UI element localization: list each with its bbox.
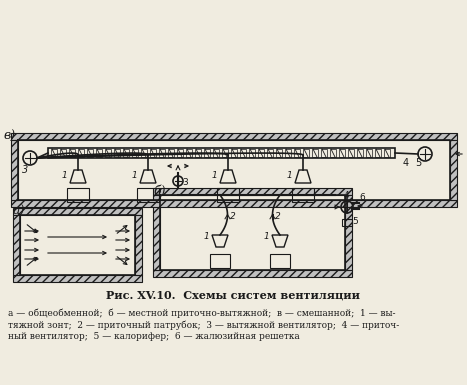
Bar <box>321 149 327 157</box>
Text: ный вентилятор;  5 — калорифер;  6 — жалюзийная решетка: ный вентилятор; 5 — калорифер; 6 — жалюз… <box>8 332 300 341</box>
Bar <box>267 149 273 157</box>
Text: 4: 4 <box>403 158 409 168</box>
Text: тяжной зонт;  2 — приточный патрубок;  3 — вытяжной вентилятор;  4 — приточ-: тяжной зонт; 2 — приточный патрубок; 3 —… <box>8 320 399 330</box>
Polygon shape <box>13 275 142 282</box>
Text: Рис. XV.10.  Схемы систем вентиляции: Рис. XV.10. Схемы систем вентиляции <box>106 290 360 301</box>
Bar <box>114 149 120 157</box>
Polygon shape <box>153 188 352 195</box>
Bar <box>48 148 395 158</box>
Bar <box>276 149 282 157</box>
Polygon shape <box>153 195 160 270</box>
Text: 6: 6 <box>359 193 365 202</box>
Bar <box>270 254 290 268</box>
Bar <box>87 149 93 157</box>
Bar <box>342 219 352 226</box>
Bar <box>67 188 89 202</box>
Bar <box>105 149 111 157</box>
Bar <box>249 149 255 157</box>
Text: 1: 1 <box>287 171 293 180</box>
Text: 2: 2 <box>275 213 280 221</box>
Bar <box>123 149 129 157</box>
Polygon shape <box>11 200 457 207</box>
Bar <box>150 149 156 157</box>
Bar <box>60 149 66 157</box>
Text: 1: 1 <box>204 232 210 241</box>
Bar <box>357 149 363 157</box>
Bar <box>285 149 291 157</box>
Polygon shape <box>13 215 20 275</box>
Polygon shape <box>11 140 18 200</box>
Bar <box>339 149 345 157</box>
Text: б): б) <box>153 185 165 198</box>
Polygon shape <box>450 140 457 200</box>
Text: 1: 1 <box>264 232 270 241</box>
Bar <box>330 149 336 157</box>
Bar <box>312 149 318 157</box>
Text: 1: 1 <box>62 171 68 180</box>
Bar <box>141 149 147 157</box>
Bar <box>303 149 309 157</box>
Bar <box>177 149 183 157</box>
Bar <box>294 149 300 157</box>
Text: 1: 1 <box>212 171 218 180</box>
Bar <box>213 149 219 157</box>
Bar <box>231 149 237 157</box>
Bar <box>195 149 201 157</box>
Bar <box>258 149 264 157</box>
Bar <box>186 149 192 157</box>
Polygon shape <box>13 208 142 215</box>
Bar <box>348 149 354 157</box>
Bar <box>375 149 381 157</box>
Polygon shape <box>345 195 352 270</box>
Polygon shape <box>135 215 142 275</box>
Bar <box>137 188 159 202</box>
Polygon shape <box>11 133 457 140</box>
Bar <box>204 149 210 157</box>
Text: 2: 2 <box>229 213 235 221</box>
Bar <box>168 149 174 157</box>
Bar <box>366 149 372 157</box>
Bar <box>132 149 138 157</box>
Bar <box>222 149 228 157</box>
Text: 4: 4 <box>344 191 350 200</box>
Text: 5: 5 <box>352 217 358 226</box>
Bar <box>292 188 314 202</box>
Polygon shape <box>153 270 352 277</box>
Bar <box>159 149 165 157</box>
Bar <box>217 188 239 202</box>
Text: а — общеобменной;  б — местной приточно-вытяжной;  в — смешанной;  1 — вы-: а — общеобменной; б — местной приточно-в… <box>8 308 396 318</box>
Bar <box>69 149 75 157</box>
Text: 5: 5 <box>415 158 421 168</box>
Text: в): в) <box>3 130 15 143</box>
Text: а): а) <box>13 205 25 218</box>
Bar <box>384 149 390 157</box>
Bar <box>51 149 57 157</box>
Bar <box>210 254 230 268</box>
Bar <box>78 149 84 157</box>
Bar <box>96 149 102 157</box>
Text: 1: 1 <box>132 171 138 180</box>
Bar <box>240 149 246 157</box>
Text: 3: 3 <box>22 165 28 175</box>
Text: 3: 3 <box>182 178 188 187</box>
